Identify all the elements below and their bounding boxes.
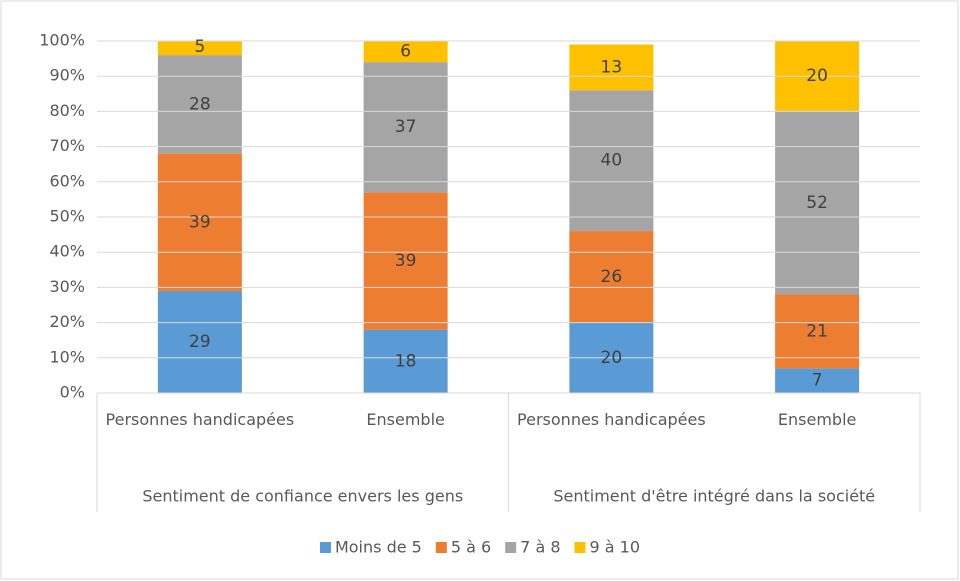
legend-swatch xyxy=(505,542,517,553)
y-tick-label: 20% xyxy=(49,312,85,331)
data-label: 26 xyxy=(601,267,623,287)
y-tick-label: 10% xyxy=(49,347,85,366)
x-tick-label: Ensemble xyxy=(366,410,445,429)
x-tick-label: Personnes handicapées xyxy=(105,410,295,429)
bar-segment xyxy=(157,290,242,393)
data-label: 28 xyxy=(189,94,211,114)
data-label: 13 xyxy=(601,57,623,77)
y-tick-label: 0% xyxy=(60,383,85,402)
bar-segment xyxy=(157,153,242,291)
bar-segment xyxy=(157,41,242,56)
legend-swatch xyxy=(319,542,331,553)
data-label: 39 xyxy=(189,212,211,232)
data-label: 21 xyxy=(806,321,828,341)
data-label: 39 xyxy=(395,251,417,271)
bar-segment xyxy=(157,55,242,154)
y-tick-label: 80% xyxy=(49,101,85,120)
y-tick-label: 40% xyxy=(49,242,85,261)
y-tick-label: 60% xyxy=(49,171,85,190)
bar-segment xyxy=(569,90,654,232)
data-label: 7 xyxy=(812,371,823,391)
legend-swatch xyxy=(435,542,447,553)
legend-label: 7 à 8 xyxy=(520,538,560,557)
y-tick-label: 30% xyxy=(49,277,85,296)
data-label: 40 xyxy=(601,151,623,171)
bar-segment xyxy=(363,62,448,193)
bar-segment xyxy=(775,111,860,295)
bar-segment xyxy=(569,231,654,323)
bar-segment xyxy=(363,192,448,330)
group-label: Sentiment de confiance envers les gens xyxy=(142,487,463,506)
bar-segment xyxy=(775,294,860,369)
data-label: 52 xyxy=(806,193,828,213)
data-label: 18 xyxy=(395,351,417,371)
data-label: 20 xyxy=(601,348,623,368)
data-label: 29 xyxy=(189,332,211,352)
y-tick-label: 50% xyxy=(49,207,85,226)
bar-segment xyxy=(569,44,654,91)
y-tick-label: 90% xyxy=(49,66,85,85)
bar-segment xyxy=(775,368,860,393)
x-tick-label: Ensemble xyxy=(777,410,857,429)
legend-label: 5 à 6 xyxy=(451,538,491,557)
legend-swatch xyxy=(574,542,586,553)
y-tick-label: 70% xyxy=(49,136,85,155)
bar-segment xyxy=(363,329,448,393)
data-label: 20 xyxy=(806,66,828,86)
data-label: 6 xyxy=(400,42,411,62)
x-tick-label: Personnes handicapées xyxy=(517,410,706,429)
legend-label: 9 à 10 xyxy=(590,538,641,557)
data-label: 37 xyxy=(395,117,417,137)
legend-label: Moins de 5 xyxy=(335,538,422,557)
bar-segment xyxy=(363,41,448,63)
data-label: 5 xyxy=(194,37,205,57)
legend: Moins de 5 5 à 6 7 à 8 9 à 10 xyxy=(319,538,641,557)
group-label: Sentiment d'être intégré dans la société xyxy=(553,487,875,506)
y-tick-label: 100% xyxy=(39,31,85,50)
